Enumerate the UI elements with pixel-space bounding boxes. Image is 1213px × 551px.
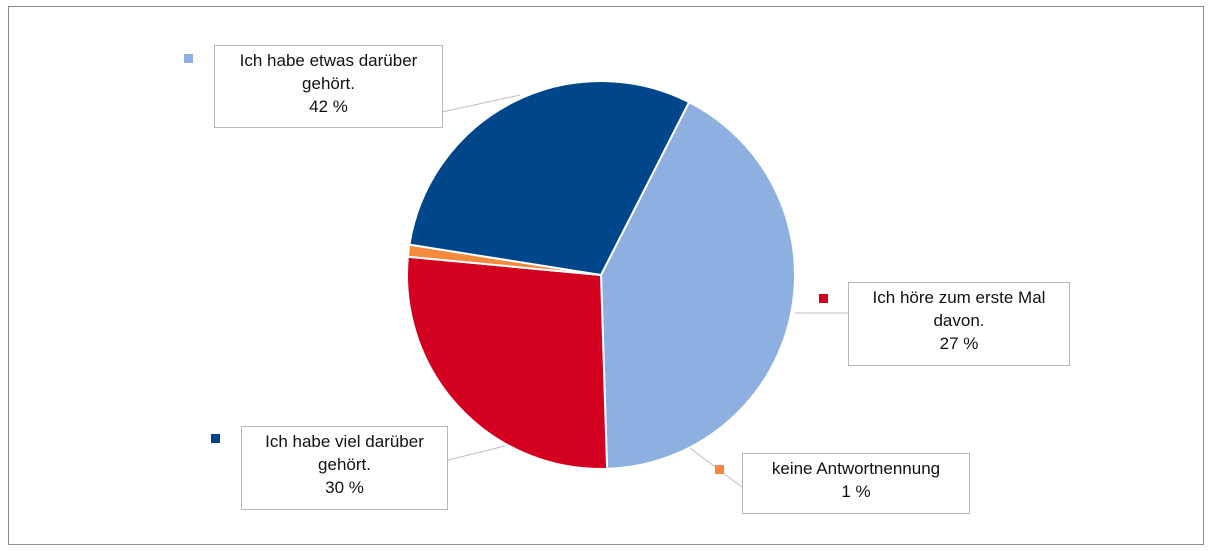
legend-key-keine-antwort [715,465,724,474]
pie-slice-erste-mal [406,255,609,470]
data-label-keine-antwort: keine Antwortnennung 1 % [742,453,970,514]
data-label-viel-gehoert: Ich habe viel darüber gehört. 30 % [241,426,448,510]
data-label-text-line-2: gehört. [318,455,371,474]
leader-line-viel-gehoert [447,445,506,461]
legend-key-etwas-gehoert [184,54,193,63]
data-label-value: 30 % [325,478,364,497]
pie-slice-etwas-gehoert [599,100,796,470]
data-label-text-line-1: Ich habe etwas darüber [239,51,418,70]
data-label-text-line-2: davon. [933,311,985,330]
data-label-value: 42 % [309,97,348,116]
data-label-value: 1 % [841,482,871,501]
data-label-erste-mal: Ich höre zum erste Mal davon. 27 % [848,282,1070,366]
data-label-text-line-1: keine Antwortnennung [771,459,941,478]
data-label-text-line-1: Ich höre zum erste Mal [872,288,1046,307]
leader-line-etwas-gehoert [441,94,521,113]
data-label-etwas-gehoert: Ich habe etwas darüber gehört. 42 % [214,45,443,128]
pie-slice-viel-gehoert [408,79,691,277]
data-label-text-line-2: gehört. [302,74,355,93]
data-label-text-line-1: Ich habe viel darüber [265,432,424,451]
legend-key-erste-mal [819,294,828,303]
data-label-value: 27 % [939,334,979,353]
legend-key-viel-gehoert [211,434,220,443]
